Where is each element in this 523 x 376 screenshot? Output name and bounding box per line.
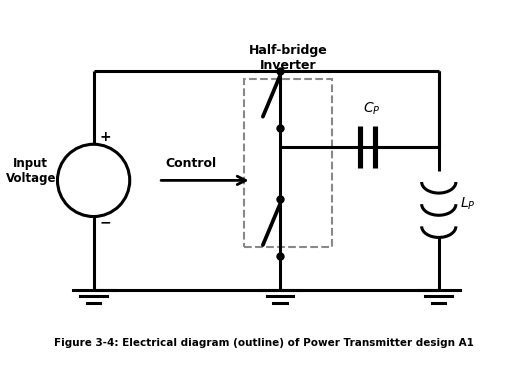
Text: Input
Voltage: Input Voltage <box>6 157 56 185</box>
Text: Control: Control <box>165 157 216 170</box>
Text: $C_P$: $C_P$ <box>363 101 381 117</box>
Text: Half-bridge
Inverter: Half-bridge Inverter <box>248 44 327 72</box>
Text: $L_P$: $L_P$ <box>460 196 475 212</box>
Bar <box>244 79 332 247</box>
Text: +: + <box>99 130 111 144</box>
Text: −: − <box>99 215 111 229</box>
Text: Figure 3‑4: Electrical diagram (outline) of Power Transmitter design A1: Figure 3‑4: Electrical diagram (outline)… <box>54 338 474 348</box>
